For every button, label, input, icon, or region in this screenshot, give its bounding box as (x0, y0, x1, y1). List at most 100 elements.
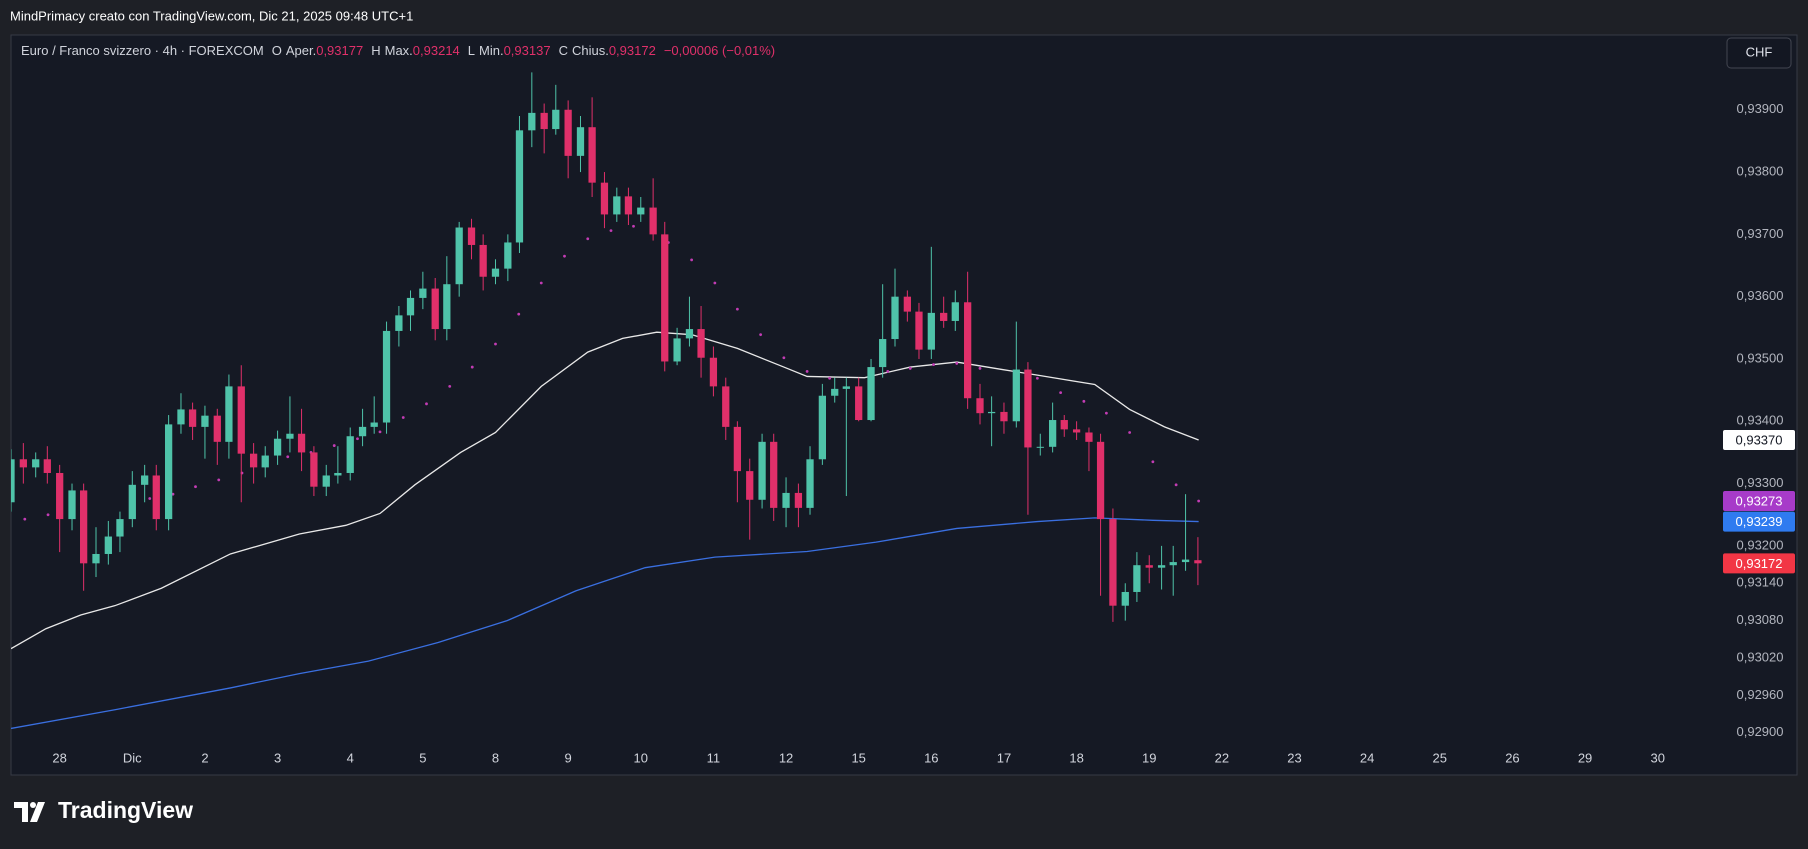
indicator-dot (448, 384, 452, 388)
y-tick-label: 0,93300 (1737, 475, 1784, 490)
y-tick-label: 0,93500 (1737, 350, 1784, 365)
candle-body (879, 339, 887, 368)
candle-body (116, 519, 124, 537)
indicator-dot (171, 492, 175, 496)
x-tick-label: 23 (1287, 750, 1301, 765)
candle-body (310, 452, 318, 487)
x-tick-label: 17 (997, 750, 1011, 765)
indicator-dot (378, 430, 382, 434)
candle-body (286, 433, 294, 439)
candle-body (976, 398, 984, 414)
candle-body (128, 484, 136, 520)
indicator-dot (1082, 399, 1086, 403)
x-tick-label: 3 (274, 750, 281, 765)
ohlc-name: Min. (479, 43, 504, 58)
candle-body (249, 453, 258, 468)
candle-body (552, 109, 560, 130)
indicator-dot (46, 513, 50, 517)
indicator-dot (886, 370, 890, 373)
indicator-dot (908, 366, 912, 370)
candle-body (370, 422, 378, 427)
candle-body (964, 302, 972, 399)
candle-body (68, 490, 76, 520)
indicator-dot (782, 356, 786, 360)
candle-body (987, 411, 996, 414)
indicator-dot (1128, 431, 1132, 434)
ohlc-name: Chius. (572, 43, 609, 58)
indicator-dot (1151, 460, 1155, 464)
y-tick-label: 0,93140 (1737, 575, 1784, 590)
candle-body (1049, 420, 1057, 447)
candle-body (382, 330, 391, 423)
price-tag-label: 0,93370 (1736, 432, 1783, 447)
symbol-title: Euro / Franco svizzero · 4h · FOREXCOM (21, 43, 264, 58)
indicator-dot (332, 444, 336, 447)
y-tick-label: 0,93200 (1737, 537, 1784, 552)
candle-body (685, 329, 694, 339)
x-tick-label: 9 (565, 750, 572, 765)
candle-body (1194, 560, 1202, 564)
indicator-dot (1059, 391, 1063, 395)
indicator-dot (1197, 499, 1201, 503)
ohlc-name: Aper. (286, 43, 316, 58)
ohlc-key: H (371, 43, 380, 58)
change: −0,00006 (−0,01%) (664, 43, 775, 58)
ohlc-key: L (468, 43, 475, 58)
candle-body (637, 207, 645, 215)
x-tick-label: 25 (1433, 750, 1447, 765)
currency[interactable]: CHF (1746, 44, 1773, 59)
candle-body (770, 441, 778, 508)
indicator-dot (539, 281, 543, 285)
x-tick-label: 30 (1650, 750, 1664, 765)
indicator-dot (1035, 376, 1039, 380)
indicator-dot (955, 361, 959, 365)
candle-body (1133, 565, 1141, 592)
candle-body (891, 296, 899, 340)
candle-body (297, 433, 306, 453)
indicator-dot (713, 281, 717, 285)
candle-body (177, 409, 185, 425)
candle-body (188, 409, 197, 427)
indicator-dot (609, 229, 613, 233)
candle-body (504, 242, 512, 269)
y-tick-label: 0,93900 (1737, 101, 1784, 116)
x-tick-label: Dic (123, 750, 142, 765)
indicator-dot (805, 370, 809, 373)
candle-body (164, 424, 173, 520)
candle-body (201, 415, 209, 427)
candle-body (867, 367, 875, 421)
indicator-dot (1174, 483, 1178, 487)
candle-body (273, 438, 282, 456)
indicator-dot (932, 363, 935, 366)
indicator-dot (356, 437, 359, 441)
candle-body (225, 386, 233, 442)
candle-body (11, 459, 15, 503)
ohlc-value: 0,93214 (413, 43, 460, 58)
candle-body (588, 127, 596, 183)
candle-body (1000, 411, 1008, 422)
price-tag (1723, 491, 1795, 512)
candle-body (818, 395, 827, 460)
candle-body (491, 268, 500, 277)
candle-body (443, 284, 451, 330)
x-tick-label: 28 (52, 750, 66, 765)
candle-body (951, 302, 959, 321)
x-tick-label: 26 (1505, 750, 1519, 765)
ohlc-name: Max. (385, 43, 413, 58)
candle-body (419, 288, 427, 298)
price-tag-label: 0,93239 (1736, 514, 1783, 529)
candle-body (1060, 420, 1068, 430)
candle-body (806, 459, 814, 508)
candle-body (915, 311, 923, 350)
candle-body (540, 112, 548, 130)
candle-body (746, 471, 754, 500)
ohlc-value: 0,93177 (316, 43, 363, 58)
x-tick-label: 19 (1142, 750, 1156, 765)
indicator-dot (494, 342, 497, 346)
price-tag-label: 0,93172 (1736, 556, 1783, 571)
currency-button[interactable] (1726, 37, 1792, 69)
indicator-dot (470, 365, 474, 369)
price-tag-label: 0,93273 (1736, 493, 1783, 508)
candle-body (1169, 562, 1177, 566)
ohlc-key: C (559, 43, 568, 58)
